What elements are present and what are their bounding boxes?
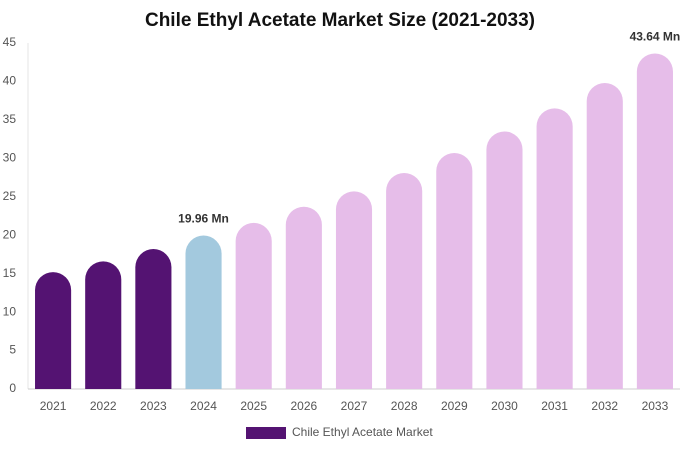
bar bbox=[235, 222, 272, 389]
y-tick-label: 25 bbox=[3, 189, 17, 203]
y-tick-label: 20 bbox=[3, 227, 17, 241]
legend-label: Chile Ethyl Acetate Market bbox=[292, 425, 433, 439]
bar bbox=[436, 152, 473, 389]
x-tick-label: 2023 bbox=[140, 399, 167, 413]
bar bbox=[335, 191, 373, 389]
x-tick-label: 2028 bbox=[391, 399, 418, 413]
bar bbox=[486, 131, 523, 389]
bar bbox=[185, 235, 222, 389]
legend-swatch bbox=[246, 427, 286, 439]
x-tick-label: 2027 bbox=[341, 399, 368, 413]
y-tick-label: 30 bbox=[3, 151, 17, 165]
y-tick-label: 5 bbox=[9, 343, 16, 357]
y-tick-label: 15 bbox=[3, 266, 17, 280]
y-tick-label: 40 bbox=[3, 74, 17, 88]
y-tick-label: 0 bbox=[9, 381, 16, 395]
bar bbox=[35, 272, 72, 389]
x-tick-label: 2032 bbox=[591, 399, 618, 413]
bar bbox=[386, 172, 423, 389]
y-tick-label: 10 bbox=[3, 304, 17, 318]
value-label: 19.96 Mn bbox=[178, 212, 229, 226]
x-tick-label: 2024 bbox=[190, 399, 217, 413]
x-tick-label: 2025 bbox=[240, 399, 267, 413]
x-tick-label: 2031 bbox=[541, 399, 568, 413]
bar bbox=[285, 206, 322, 389]
x-tick-label: 2021 bbox=[40, 399, 67, 413]
y-tick-label: 35 bbox=[3, 112, 17, 126]
bar bbox=[636, 53, 673, 390]
bar bbox=[536, 108, 573, 389]
value-label: 43.64 Mn bbox=[630, 30, 680, 44]
x-tick-label: 2022 bbox=[90, 399, 117, 413]
bar bbox=[135, 249, 172, 389]
y-tick-label: 45 bbox=[3, 35, 17, 49]
x-tick-label: 2030 bbox=[491, 399, 518, 413]
chart-title: Chile Ethyl Acetate Market Size (2021-20… bbox=[145, 10, 535, 31]
x-tick-label: 2026 bbox=[290, 399, 317, 413]
x-tick-label: 2029 bbox=[441, 399, 468, 413]
x-tick-label: 2033 bbox=[642, 399, 669, 413]
bar bbox=[586, 83, 623, 389]
bar bbox=[85, 261, 122, 389]
